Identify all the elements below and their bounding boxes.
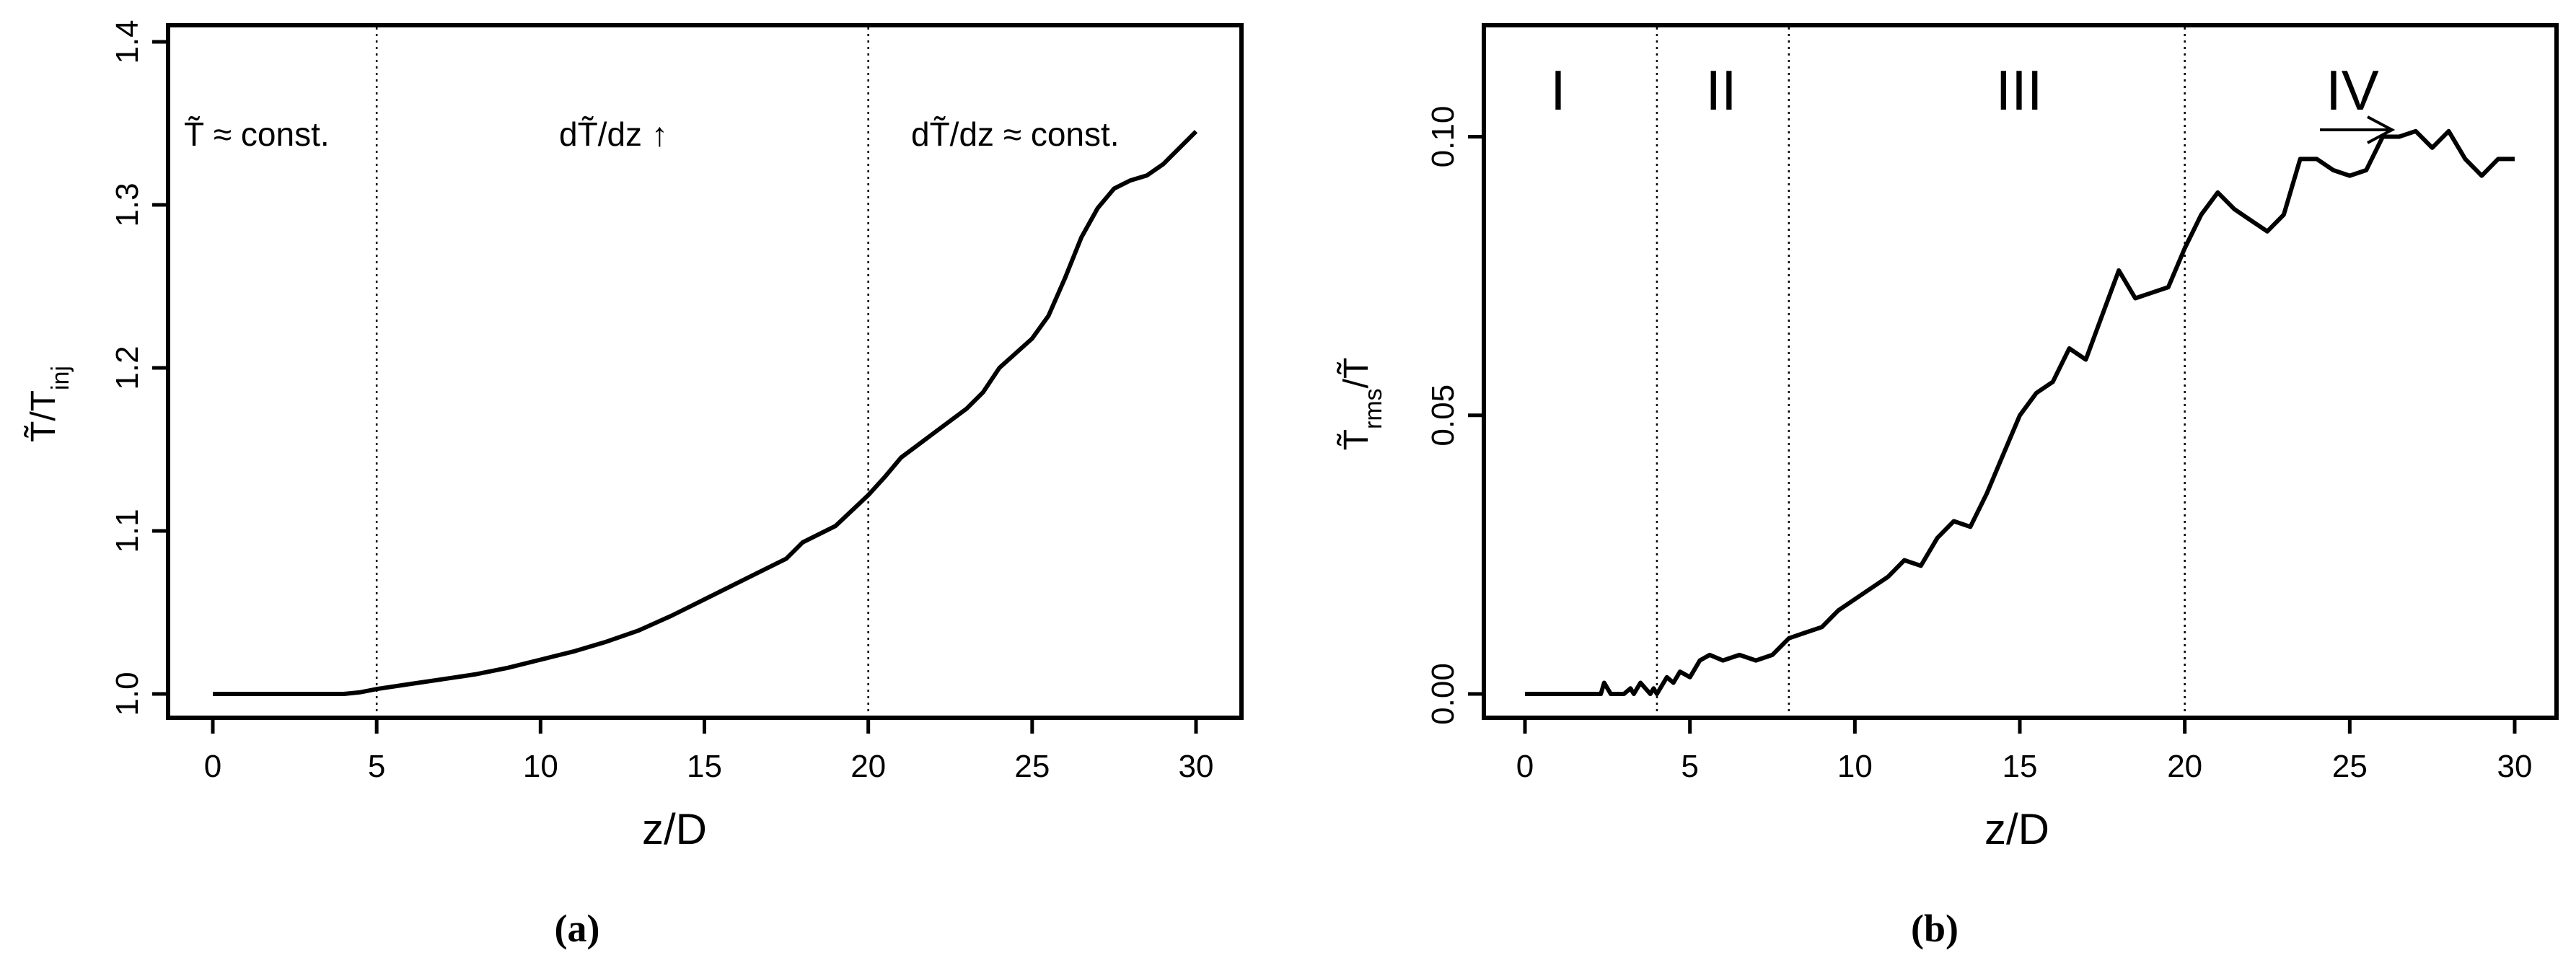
y-tick-label: 0.05 xyxy=(1425,384,1461,447)
y-axis-label-b: T̃rms/T̃ xyxy=(1337,358,1387,451)
y-tick-label: 1.3 xyxy=(110,183,145,227)
x-tick-label: 10 xyxy=(1837,749,1873,784)
x-tick-label: 0 xyxy=(204,749,221,784)
region-label-iv: IV xyxy=(2326,58,2379,122)
vlines-b xyxy=(1656,27,2186,716)
y-tick-label: 0.10 xyxy=(1425,106,1461,168)
y-ticks-b: 0.00 0.05 0.10 xyxy=(1425,106,1484,725)
series-line-b xyxy=(1525,128,2515,696)
x-tick-label: 25 xyxy=(2332,749,2368,784)
plot-frame-b xyxy=(1482,23,2559,720)
panel-b: 0 5 10 15 20 25 30 0.00 0.05 0.10 I II III IV z/… xyxy=(1288,0,2576,963)
y-tick-label: 1.1 xyxy=(110,509,145,553)
x-tick-label: 30 xyxy=(2497,749,2533,784)
panel-caption-b: (b) xyxy=(1911,907,1959,950)
x-tick-label: 5 xyxy=(1681,749,1698,784)
y-tick-label: 1.0 xyxy=(110,672,145,716)
x-tick-label: 20 xyxy=(2167,749,2202,784)
x-tick-label: 15 xyxy=(687,749,722,784)
annotation-const-gradient: dT̃/dz ≈ const. xyxy=(911,115,1120,153)
x-tick-label: 10 xyxy=(523,749,558,784)
x-tick-label: 30 xyxy=(1179,749,1214,784)
annotation-const: T̃ ≈ const. xyxy=(184,115,330,153)
series-line-a xyxy=(213,130,1198,696)
region-label-iii: III xyxy=(1995,58,2042,122)
x-tick-label: 25 xyxy=(1014,749,1050,784)
y-tick-label: 0.00 xyxy=(1425,663,1461,725)
x-axis-label-a: z/D xyxy=(642,805,707,853)
x-ticks-a: 0 5 10 15 20 25 30 xyxy=(204,718,1214,784)
chart-b: 0 5 10 15 20 25 30 0.00 0.05 0.10 I II III IV z/… xyxy=(1337,23,2559,950)
panel-caption-a: (a) xyxy=(555,907,600,950)
vlines-a xyxy=(375,27,869,716)
x-tick-label: 5 xyxy=(368,749,385,784)
region-label-i: I xyxy=(1550,58,1566,122)
x-axis-label-b: z/D xyxy=(1984,805,2049,853)
chart-a: 0 5 10 15 20 25 30 1.0 1.1 1.2 1.3 1.4 T̃ ≈ const.… xyxy=(24,19,1244,950)
x-tick-label: 0 xyxy=(1516,749,1534,784)
x-tick-label: 15 xyxy=(2003,749,2038,784)
x-tick-label: 20 xyxy=(850,749,886,784)
annotation-increasing: dT̃/dz ↑ xyxy=(559,115,668,153)
x-ticks-b: 0 5 10 15 20 25 30 xyxy=(1516,718,2533,784)
y-tick-label: 1.2 xyxy=(110,346,145,390)
arrow-right-icon xyxy=(2320,115,2396,144)
region-label-ii: II xyxy=(1705,58,1736,122)
y-ticks-a: 1.0 1.1 1.2 1.3 1.4 xyxy=(110,19,168,716)
y-axis-label-a: T̃/Tinj xyxy=(24,366,74,442)
panel-a: 0 5 10 15 20 25 30 1.0 1.1 1.2 1.3 1.4 T̃ ≈ const.… xyxy=(24,19,1244,950)
y-tick-label: 1.4 xyxy=(110,19,145,63)
